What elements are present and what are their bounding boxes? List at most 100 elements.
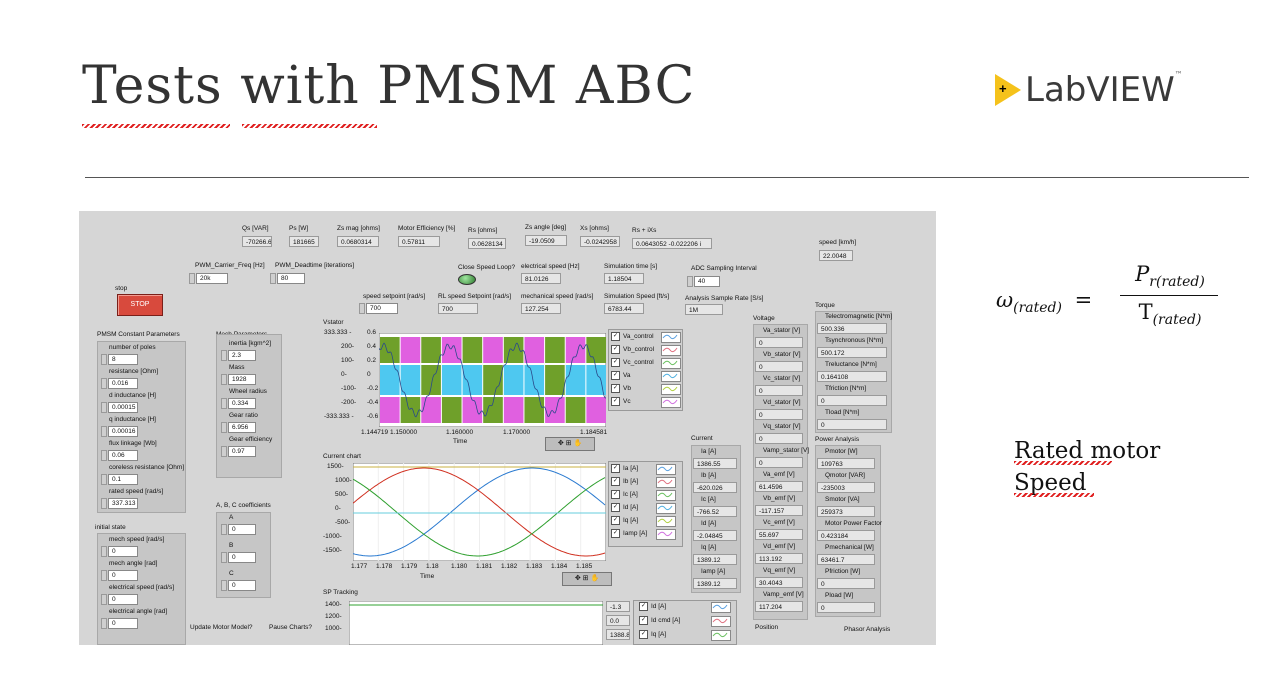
current_panel-item-value: -2.04845 — [693, 530, 737, 541]
pmsm-item-spinner[interactable] — [101, 426, 107, 437]
adc-input[interactable]: 40 — [694, 276, 720, 287]
legend-checkbox[interactable]: ✓ — [611, 503, 620, 512]
vstator-legend-item[interactable]: ✓ Va — [611, 371, 630, 381]
initial-item-value[interactable]: 0 — [108, 546, 138, 557]
power_panel-item-label: Pmechanical [W] — [825, 544, 874, 551]
pmsm-item-spinner[interactable] — [101, 402, 107, 413]
vstator-legend-item[interactable]: ✓ Vc — [611, 397, 631, 407]
speed-setpoint-input[interactable]: 700 — [366, 303, 398, 314]
legend-checkbox[interactable]: ✓ — [611, 464, 620, 473]
pmsm-item-spinner[interactable] — [101, 498, 107, 509]
mech-item-spinner[interactable] — [221, 350, 227, 361]
readout-value: 0.57811 — [398, 236, 440, 247]
current-legend-item[interactable]: ✓ Ib [A] — [611, 477, 638, 487]
legend-checkbox[interactable]: ✓ — [611, 490, 620, 499]
pmsm-item-value[interactable]: 337.313 — [108, 498, 138, 509]
initial-item-spinner[interactable] — [101, 570, 107, 581]
current-chart[interactable] — [353, 463, 606, 561]
pmsm-item-label: resistance [Ohm] — [109, 368, 159, 375]
current-xtick: 1.185 — [576, 563, 593, 570]
torque_panel-item-label: Telectromagnetic [N*m] — [825, 313, 893, 320]
initial-item-spinner[interactable] — [101, 594, 107, 605]
legend-checkbox[interactable]: ✓ — [611, 371, 620, 380]
vstator-legend-item[interactable]: ✓ Vc_control — [611, 358, 654, 368]
legend-checkbox[interactable]: ✓ — [639, 602, 648, 611]
pmsm-item-value[interactable]: 0.00016 — [108, 426, 138, 437]
vstator-legend-item[interactable]: ✓ Vb_control — [611, 345, 654, 355]
abc-item-value[interactable]: 0 — [228, 552, 256, 563]
electrical-speed-value: 81.0126 — [521, 273, 561, 284]
legend-checkbox[interactable]: ✓ — [611, 358, 620, 367]
vstator-graph-palette[interactable]: ✥ ⊞ ✋ — [545, 437, 595, 451]
close-speed-loop-toggle[interactable] — [458, 274, 476, 285]
pmsm-item-spinner[interactable] — [101, 378, 107, 389]
initial-item-spinner[interactable] — [101, 546, 107, 557]
pmsm-item-value[interactable]: 0.1 — [108, 474, 138, 485]
pwm-dead-input[interactable]: 80 — [277, 273, 305, 284]
sp-readout: 1388.8 — [606, 629, 630, 640]
initial-item-value[interactable]: 0 — [108, 570, 138, 581]
pwm-freq-spinner[interactable] — [189, 273, 195, 284]
current-legend-item[interactable]: ✓ Id [A] — [611, 503, 638, 513]
abc-item-value[interactable]: 0 — [228, 524, 256, 535]
adc-spinner[interactable] — [687, 276, 693, 287]
pmsm-item-value[interactable]: 0.06 — [108, 450, 138, 461]
legend-checkbox[interactable]: ✓ — [611, 384, 620, 393]
power_panel-item-value: 109763 — [817, 458, 875, 469]
pmsm-item-value[interactable]: 0.00015 — [108, 402, 138, 413]
legend-checkbox[interactable]: ✓ — [611, 516, 620, 525]
pmsm-item-value[interactable]: 8 — [108, 354, 138, 365]
mech-item-value[interactable]: 6.956 — [228, 422, 256, 433]
abc-item-spinner[interactable] — [221, 580, 227, 591]
mech-item-spinner[interactable] — [221, 398, 227, 409]
mech-item-spinner[interactable] — [221, 422, 227, 433]
legend-checkbox[interactable]: ✓ — [611, 397, 620, 406]
current-ytick: 1500- — [327, 463, 344, 470]
abc-item-spinner[interactable] — [221, 552, 227, 563]
current-graph-palette[interactable]: ✥ ⊞ ✋ — [562, 572, 612, 586]
current-legend-item[interactable]: ✓ Ia [A] — [611, 464, 638, 474]
legend-checkbox[interactable]: ✓ — [611, 332, 620, 341]
pwm-freq-label: PWM_Carrier_Freq [Hz] — [195, 262, 265, 269]
vstator-ytick: 100- — [341, 357, 355, 364]
legend-checkbox[interactable]: ✓ — [639, 630, 648, 639]
mech-item-value[interactable]: 0.334 — [228, 398, 256, 409]
sp-legend-item[interactable]: ✓ Id [A] — [639, 602, 666, 612]
pwm-dead-spinner[interactable] — [270, 273, 276, 284]
pwm-freq-input[interactable]: 20k — [196, 273, 228, 284]
vstator-legend-item[interactable]: ✓ Va_control — [611, 332, 654, 342]
mech-item-spinner[interactable] — [221, 374, 227, 385]
legend-checkbox[interactable]: ✓ — [611, 477, 620, 486]
sp-chart[interactable] — [349, 601, 603, 645]
stop-button[interactable]: STOP — [117, 294, 163, 316]
legend-checkbox[interactable]: ✓ — [611, 345, 620, 354]
abc-item-value[interactable]: 0 — [228, 580, 256, 591]
legend-checkbox[interactable]: ✓ — [611, 529, 620, 538]
formula-omega-sub: (rated) — [1013, 300, 1062, 317]
mech-item-value[interactable]: 0.97 — [228, 446, 256, 457]
vstator-chart[interactable] — [379, 333, 606, 427]
pmsm-item-value[interactable]: 0.016 — [108, 378, 138, 389]
initial-item-value[interactable]: 0 — [108, 594, 138, 605]
voltage_panel-item-label: Vq_emf [V] — [763, 567, 796, 574]
current-legend-item[interactable]: ✓ Ic [A] — [611, 490, 638, 500]
mech-item-spinner[interactable] — [221, 446, 227, 457]
mech-item-value[interactable]: 2.3 — [228, 350, 256, 361]
current_panel-item-label: Ia [A] — [701, 448, 717, 455]
pmsm-item-spinner[interactable] — [101, 354, 107, 365]
abc-item-spinner[interactable] — [221, 524, 227, 535]
vstator-ytick: 200- — [341, 343, 355, 350]
current-legend-item[interactable]: ✓ Iq [A] — [611, 516, 638, 526]
mech-item-value[interactable]: 1928 — [228, 374, 256, 385]
initial-item-value[interactable]: 0 — [108, 618, 138, 629]
initial-item-spinner[interactable] — [101, 618, 107, 629]
pmsm-item-spinner[interactable] — [101, 450, 107, 461]
current-legend-item[interactable]: ✓ Iamp [A] — [611, 529, 647, 539]
sp-legend-item[interactable]: ✓ Id cmd [A] — [639, 616, 680, 626]
vstator-legend-item[interactable]: ✓ Vb — [611, 384, 631, 394]
pmsm-item-spinner[interactable] — [101, 474, 107, 485]
legend-checkbox[interactable]: ✓ — [639, 616, 648, 625]
readout-value: 0.0680314 — [337, 236, 379, 247]
speed-setpoint-spinner[interactable] — [359, 303, 365, 314]
sp-legend-item[interactable]: ✓ Iq [A] — [639, 630, 666, 640]
